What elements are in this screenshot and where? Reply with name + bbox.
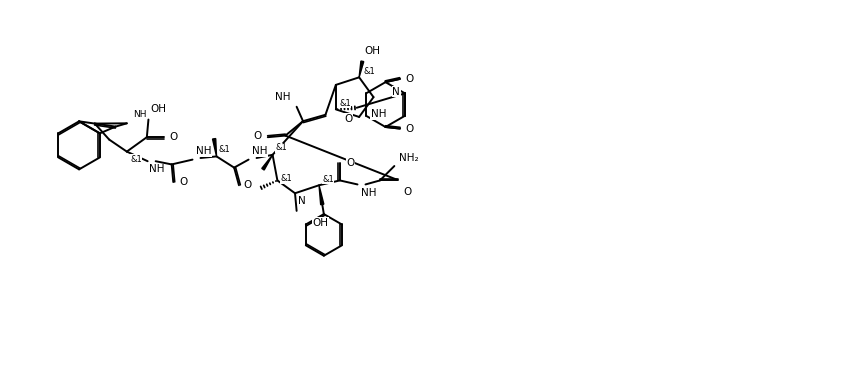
- Text: O: O: [169, 132, 178, 142]
- Text: NH: NH: [274, 92, 291, 102]
- Text: &1: &1: [130, 155, 141, 164]
- Text: &1: &1: [322, 175, 334, 184]
- Text: NH: NH: [371, 109, 386, 119]
- Text: OH: OH: [364, 46, 380, 56]
- Text: &1: &1: [280, 174, 292, 183]
- Text: NH: NH: [361, 188, 376, 198]
- Text: O: O: [406, 124, 414, 134]
- Text: &1: &1: [276, 143, 287, 152]
- Text: O: O: [345, 113, 352, 124]
- Text: &1: &1: [219, 145, 230, 154]
- Text: O: O: [346, 158, 355, 168]
- Polygon shape: [262, 155, 273, 170]
- Text: O: O: [244, 180, 252, 190]
- Text: O: O: [179, 177, 187, 187]
- Text: O: O: [253, 131, 262, 141]
- Text: &1: &1: [339, 99, 351, 108]
- Text: NH: NH: [196, 146, 211, 156]
- Polygon shape: [213, 139, 217, 156]
- Text: OH: OH: [313, 218, 329, 228]
- Text: O: O: [406, 74, 414, 84]
- Text: NH: NH: [133, 109, 147, 119]
- Text: N: N: [298, 197, 306, 206]
- Polygon shape: [359, 61, 363, 77]
- Text: &1: &1: [363, 67, 375, 76]
- Text: O: O: [403, 187, 412, 197]
- Polygon shape: [319, 185, 324, 205]
- Text: OH: OH: [150, 104, 166, 114]
- Text: NH: NH: [149, 164, 165, 175]
- Text: NH: NH: [252, 146, 268, 156]
- Text: NH₂: NH₂: [399, 153, 418, 163]
- Text: N: N: [392, 87, 400, 97]
